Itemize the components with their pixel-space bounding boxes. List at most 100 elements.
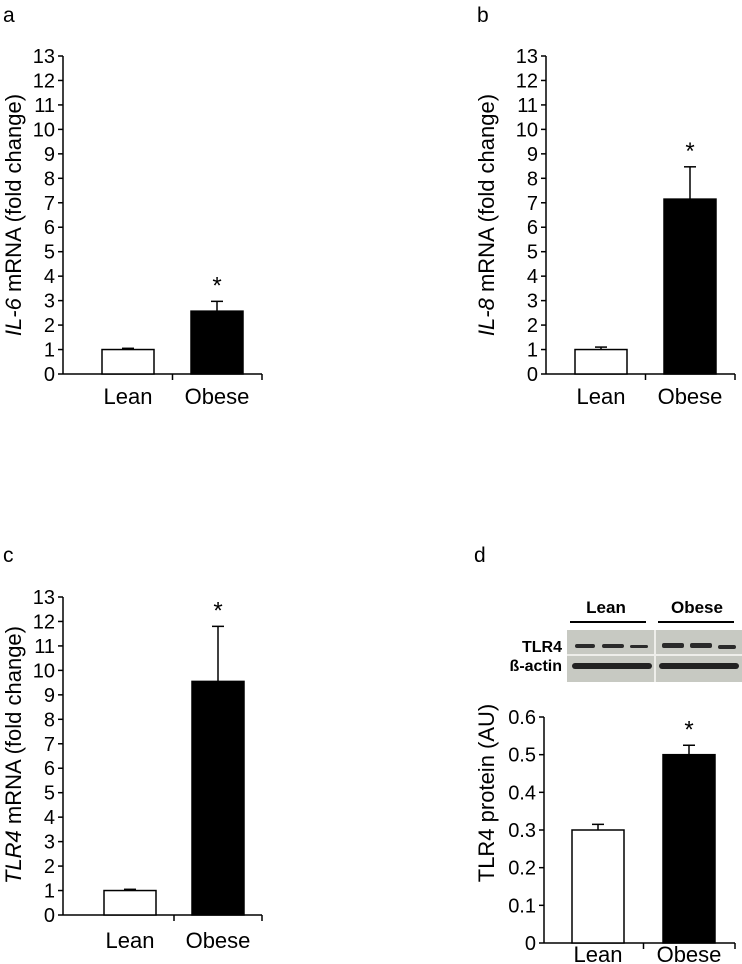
bar-obese <box>662 753 716 944</box>
svg-text:TLR4 mRNA (fold change): TLR4 mRNA (fold change) <box>1 626 26 884</box>
y-tick-label: 7 <box>44 734 55 756</box>
y-tick-label: 12 <box>516 70 538 92</box>
y-axis-title-d: TLR4 protein (AU) <box>474 704 499 883</box>
x-category-label: Lean <box>106 928 155 953</box>
y-tick-label: 2 <box>44 315 55 337</box>
y-tick-label: 9 <box>527 144 538 166</box>
panel-letter-a: a <box>3 4 15 27</box>
y-axis-title-b: IL-8 mRNA (fold change) <box>474 94 499 336</box>
bar-obese <box>663 198 717 375</box>
y-axis-title-a-italic: IL-6 <box>1 297 26 336</box>
significance-marker: * <box>213 597 222 624</box>
y-tick-label: 1 <box>527 340 538 362</box>
y-axis-title-b-rest: mRNA (fold change) <box>474 94 499 298</box>
blot-band-tlr4 <box>602 644 624 648</box>
blot-band-tlr4 <box>662 643 684 648</box>
panel-c: c TLR4 mRNA (fold change) 01234567891011… <box>1 544 263 953</box>
blot-row-label-tlr4: TLR4 <box>522 639 562 656</box>
panel-letter-b: b <box>477 4 489 27</box>
y-tick-label: 5 <box>44 783 55 805</box>
panel-letter-d: d <box>474 544 486 567</box>
y-tick-label: 4 <box>44 807 55 829</box>
blot-bands-tlr4 <box>575 643 736 649</box>
y-tick-label: 13 <box>516 46 538 68</box>
blot-band-tlr4 <box>690 643 712 648</box>
blot-band-beta-actin <box>572 663 652 669</box>
y-tick-label: 0.3 <box>508 820 536 842</box>
x-category-label: Obese <box>185 384 250 409</box>
y-tick-label: 3 <box>44 832 55 854</box>
y-tick-label: 12 <box>33 611 55 633</box>
y-tick-label: 4 <box>44 266 55 288</box>
y-tick-label: 3 <box>527 291 538 313</box>
y-axis-title-a: IL-6 mRNA (fold change) <box>1 94 26 336</box>
y-tick-label: 7 <box>44 193 55 215</box>
x-category-label: Lean <box>574 942 623 964</box>
panel-d: d Lean Obese TLR4 ß-actin <box>474 544 742 964</box>
panel-letter-c: c <box>3 544 14 567</box>
y-tick-label: 7 <box>527 193 538 215</box>
y-tick-label: 10 <box>33 119 55 141</box>
bar-lean <box>571 829 625 944</box>
y-tick-label: 0.4 <box>508 782 536 804</box>
svg-text:IL-6 mRNA (fold change): IL-6 mRNA (fold change) <box>1 94 26 336</box>
y-tick-label: 3 <box>44 291 55 313</box>
y-tick-label: 13 <box>33 46 55 68</box>
y-tick-label: 0.5 <box>508 745 536 767</box>
blot-band-tlr4 <box>630 645 648 648</box>
x-category-label: Lean <box>577 384 626 409</box>
blot-band-tlr4 <box>718 645 736 649</box>
significance-marker: * <box>685 138 694 165</box>
y-tick-label: 5 <box>527 242 538 264</box>
x-category-label: Obese <box>658 384 723 409</box>
y-tick-label: 0.6 <box>508 707 536 729</box>
y-tick-label: 0 <box>527 364 538 386</box>
chart-d: 0 0.1 0.2 0.3 0.4 0.5 0.6 Lean * Obese <box>508 707 736 964</box>
y-tick-label: 0 <box>44 905 55 927</box>
y-tick-label: 1 <box>44 340 55 362</box>
y-tick-label: 9 <box>44 144 55 166</box>
blot-group-label-lean: Lean <box>586 598 626 617</box>
y-tick-label: 8 <box>44 168 55 190</box>
y-tick-label: 10 <box>516 119 538 141</box>
y-axis-title-a-rest: mRNA (fold change) <box>1 94 26 298</box>
blot-band-tlr4 <box>575 644 595 648</box>
y-axis-title-b-italic: IL-8 <box>474 297 499 336</box>
bar-obese <box>191 680 245 916</box>
y-tick-label: 0 <box>525 933 536 955</box>
y-tick-label: 0.1 <box>508 895 536 917</box>
blot-group-label-obese: Obese <box>671 598 723 617</box>
y-tick-label: 6 <box>44 217 55 239</box>
y-tick-label: 11 <box>517 95 538 117</box>
panel-b: b IL-8 mRNA (fold change) 01234567891011… <box>474 4 736 409</box>
y-tick-label: 6 <box>527 217 538 239</box>
x-category-label: Lean <box>104 384 153 409</box>
y-tick-label: 0 <box>44 364 55 386</box>
y-tick-label: 8 <box>44 709 55 731</box>
y-tick-label: 11 <box>34 95 55 117</box>
significance-marker: * <box>212 272 221 299</box>
y-tick-label: 11 <box>34 636 55 658</box>
bar-obese <box>190 310 244 375</box>
blot-lane-divider <box>654 630 656 682</box>
y-tick-label: 5 <box>44 242 55 264</box>
y-tick-label: 1 <box>44 881 55 903</box>
blot-bands-beta-actin <box>572 663 739 669</box>
y-tick-label: 13 <box>33 587 55 609</box>
y-tick-label: 2 <box>527 315 538 337</box>
western-blot: Lean Obese TLR4 ß-actin <box>510 598 742 682</box>
y-tick-label: 2 <box>44 856 55 878</box>
y-tick-label: 10 <box>33 660 55 682</box>
y-axis-title-c: TLR4 mRNA (fold change) <box>1 626 26 884</box>
y-tick-label: 6 <box>44 758 55 780</box>
x-category-label: Obese <box>186 928 251 953</box>
svg-text:IL-8 mRNA (fold change): IL-8 mRNA (fold change) <box>474 94 499 336</box>
bar-lean <box>574 348 628 375</box>
y-tick-label: 4 <box>527 266 538 288</box>
y-axis-title-d-rest: TLR4 protein (AU) <box>474 704 499 883</box>
y-tick-label: 8 <box>527 168 538 190</box>
y-tick-label: 9 <box>44 685 55 707</box>
